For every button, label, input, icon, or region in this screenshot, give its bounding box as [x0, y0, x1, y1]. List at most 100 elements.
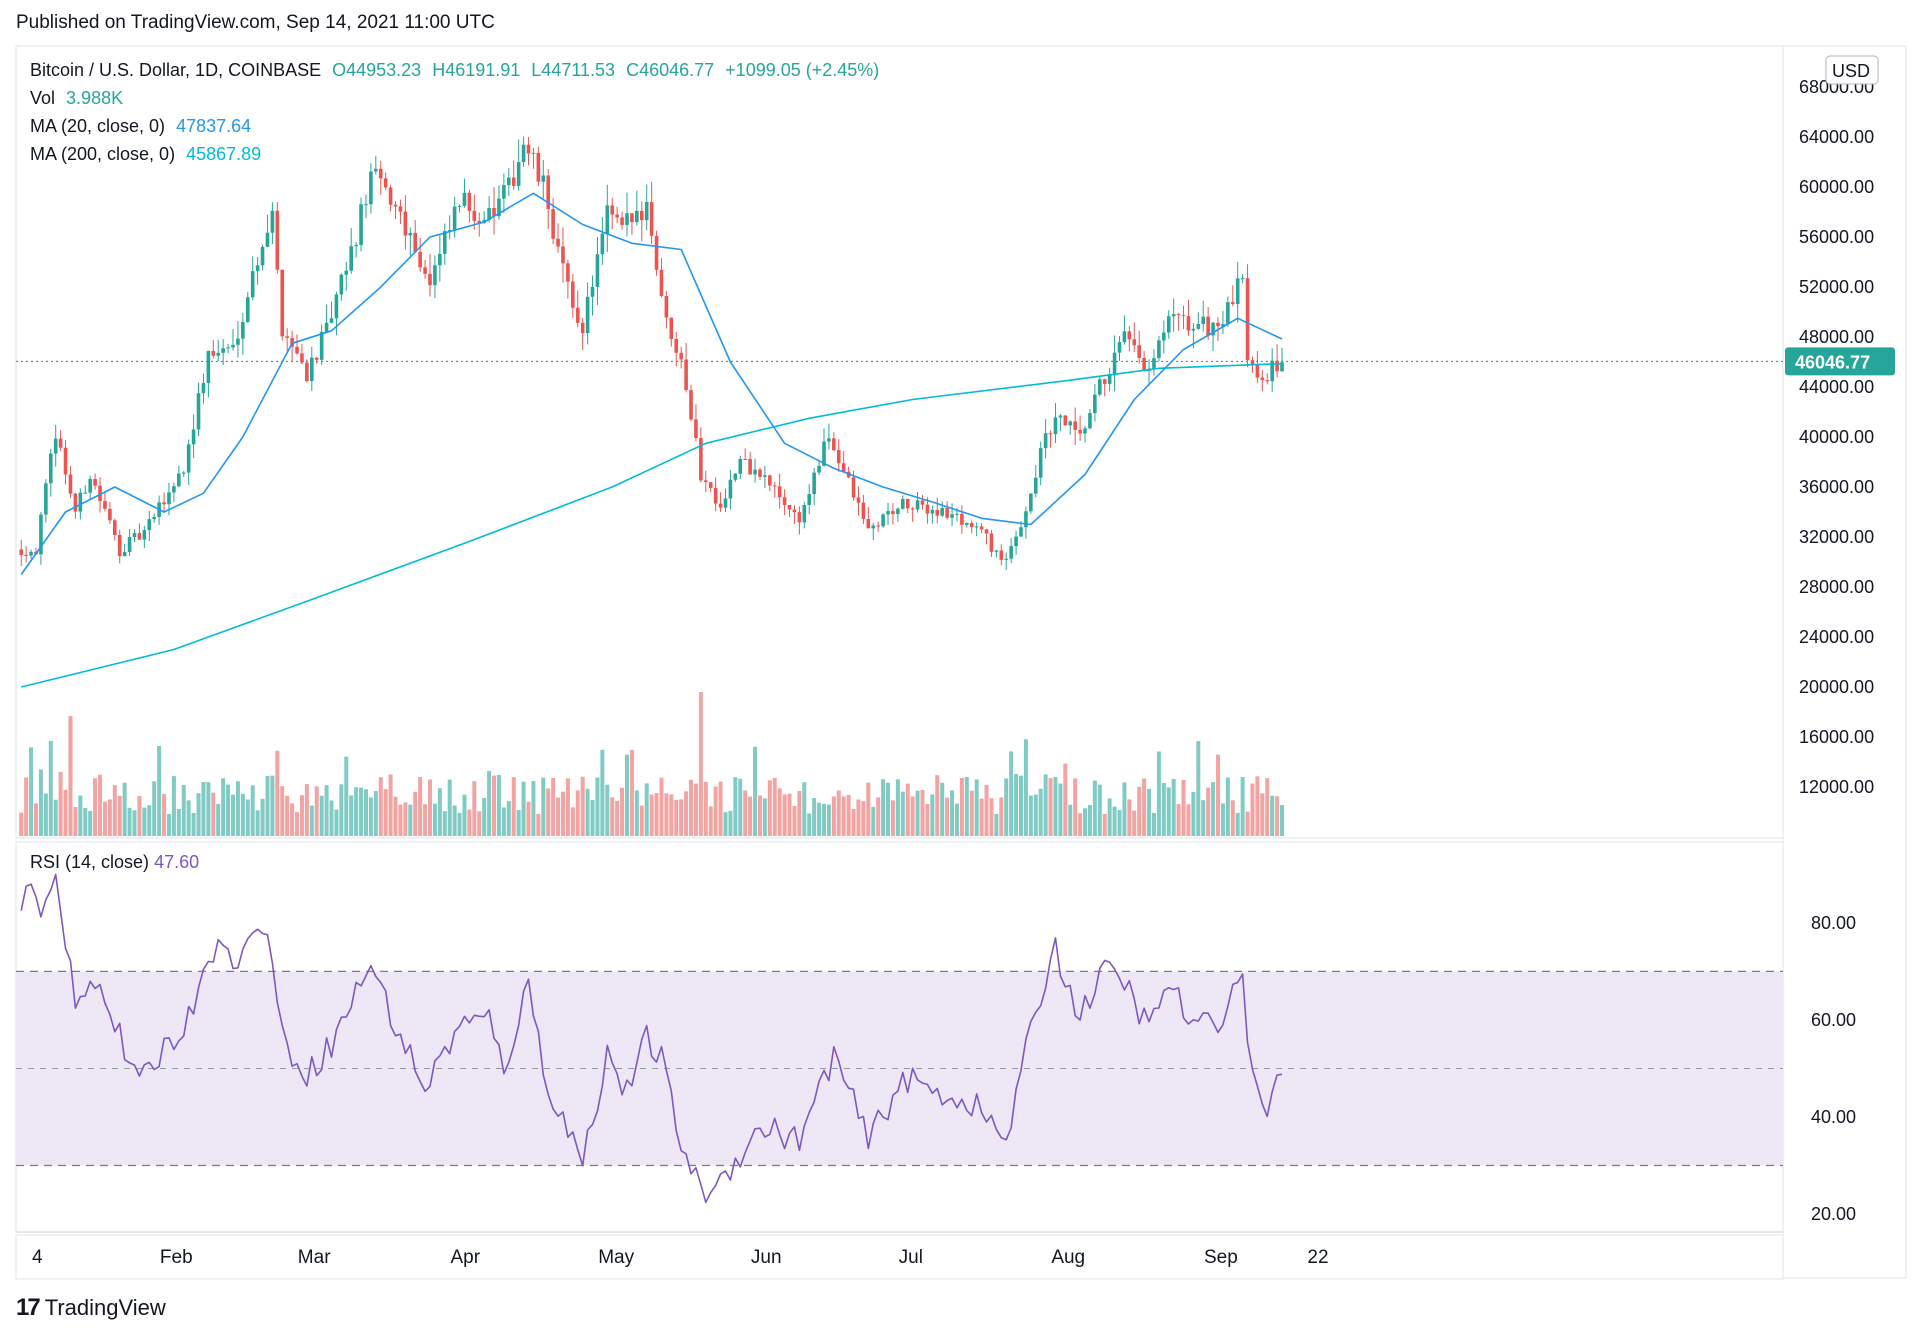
- volume-bar: [871, 806, 876, 836]
- volume-bar: [511, 777, 516, 836]
- volume-bar: [1107, 798, 1112, 836]
- candle-down: [398, 206, 403, 212]
- volume-bar: [1270, 795, 1275, 836]
- candle-up: [260, 246, 265, 266]
- time-axis-label: Jun: [751, 1247, 782, 1268]
- volume-bar: [856, 799, 861, 836]
- volume-bar: [477, 811, 482, 836]
- candle-down: [620, 217, 624, 225]
- time-axis-label: Apr: [450, 1247, 480, 1268]
- volume-bar: [733, 777, 738, 836]
- currency-box[interactable]: [1825, 55, 1879, 85]
- price-tick-label: 48000.00: [1799, 327, 1874, 347]
- volume-bar: [876, 797, 881, 836]
- volume-bar: [565, 778, 570, 836]
- candle-down: [1250, 360, 1255, 365]
- legend-volume: Vol 3.988K: [30, 88, 129, 109]
- volume-bar: [1028, 795, 1033, 836]
- volume-bar: [817, 802, 822, 836]
- legend-high: H46191.91: [432, 60, 521, 80]
- volume-bar: [802, 782, 807, 836]
- candle-up: [53, 438, 58, 454]
- volume-bar: [1058, 783, 1063, 836]
- volume-bar: [68, 716, 73, 836]
- volume-bar: [1235, 812, 1240, 836]
- volume-bar: [102, 801, 107, 836]
- candle-up: [1221, 324, 1225, 327]
- candle-down: [876, 525, 880, 527]
- volume-bar: [482, 797, 487, 836]
- candle-down: [117, 535, 122, 557]
- volume-bar: [147, 805, 152, 836]
- candle-up: [625, 213, 629, 225]
- volume-bar: [541, 777, 546, 836]
- candle-down: [393, 204, 398, 207]
- volume-bar: [1004, 778, 1009, 836]
- volume-bar: [713, 786, 718, 836]
- volume-bar: [974, 779, 979, 836]
- candle-up: [1191, 328, 1196, 331]
- candle-up: [802, 505, 807, 523]
- candle-up: [1240, 278, 1245, 280]
- volume-bar: [846, 794, 851, 836]
- candle-up: [807, 494, 812, 506]
- candle-down: [999, 550, 1004, 560]
- candle-up: [250, 271, 255, 298]
- volume-bar: [659, 777, 664, 836]
- candle-up: [1088, 413, 1092, 429]
- candle-down: [551, 209, 555, 239]
- volume-bar: [132, 810, 137, 836]
- volume-bar: [826, 804, 831, 836]
- ma200-line: [21, 362, 1283, 688]
- candle-down: [285, 336, 289, 338]
- tradingview-logo[interactable]: 17 TradingView: [16, 1294, 166, 1322]
- candle-up: [339, 274, 344, 295]
- candle-down: [699, 438, 703, 481]
- volume-bar: [679, 799, 684, 836]
- candle-down: [659, 269, 664, 296]
- candle-up: [442, 231, 447, 254]
- volume-bar: [1280, 805, 1285, 836]
- volume-bar: [669, 794, 674, 836]
- candle-down: [935, 509, 940, 516]
- candle-down: [984, 529, 989, 534]
- volume-bar: [1033, 794, 1038, 836]
- candle-up: [310, 357, 314, 382]
- volume-bar: [1048, 778, 1053, 836]
- candle-up: [438, 253, 442, 266]
- volume-bar: [580, 776, 585, 836]
- last-price-badge: [1785, 347, 1895, 376]
- candle-up: [186, 444, 191, 473]
- candle-up: [29, 551, 33, 556]
- legend-low: L44711.53: [531, 60, 616, 80]
- volume-bar: [703, 781, 708, 836]
- volume-bar: [1240, 776, 1245, 836]
- volume-bar: [1112, 806, 1117, 836]
- volume-bar: [639, 805, 644, 836]
- volume-bar: [787, 793, 792, 836]
- volume-bar: [19, 812, 24, 836]
- candle-up: [127, 537, 132, 553]
- candle-up: [753, 469, 757, 475]
- time-axis-label: May: [598, 1247, 634, 1268]
- candle-up: [1112, 352, 1117, 376]
- candle-down: [63, 447, 68, 475]
- volume-bar: [969, 790, 974, 836]
- candle-up: [1014, 536, 1018, 547]
- volume-bar: [152, 781, 157, 836]
- candle-down: [290, 337, 294, 347]
- candle-down: [388, 187, 393, 205]
- volume-bar: [674, 799, 679, 836]
- candle-down: [841, 463, 846, 472]
- candle-up: [433, 265, 437, 286]
- candle-up: [359, 204, 363, 245]
- volume-bar: [664, 793, 669, 836]
- candle-up: [1162, 332, 1166, 341]
- candle-up: [871, 525, 876, 529]
- candle-up: [216, 352, 221, 356]
- price-tick-label: 24000.00: [1799, 627, 1874, 647]
- volume-bar: [841, 796, 846, 836]
- volume-bar: [162, 793, 167, 836]
- volume-bar: [1206, 787, 1211, 836]
